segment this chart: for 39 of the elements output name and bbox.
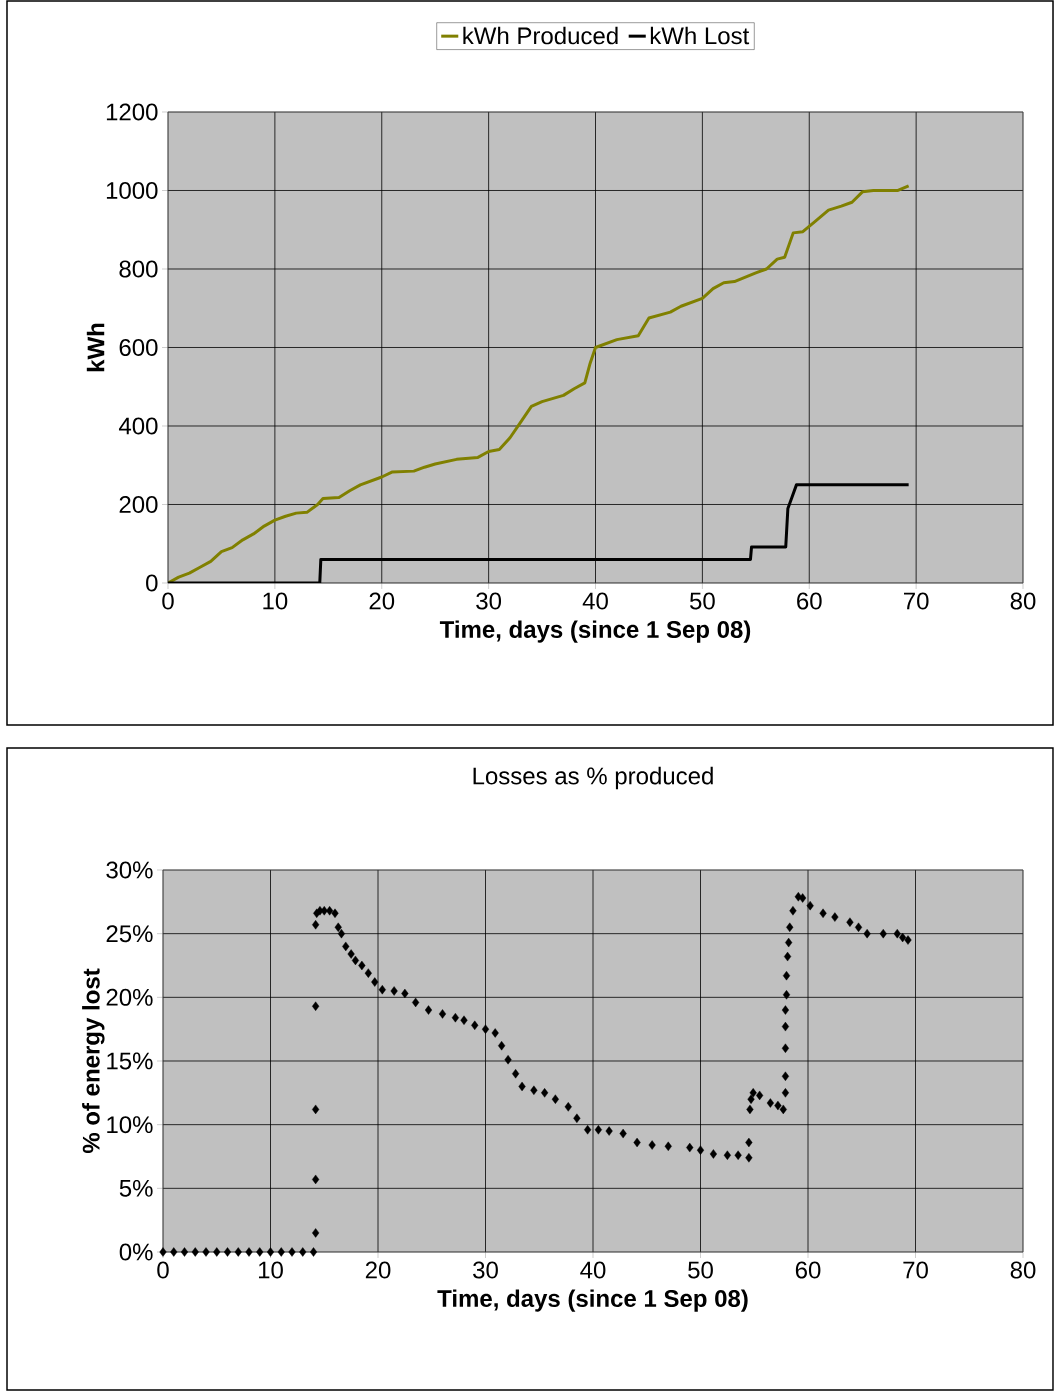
x-tick-label: 50 [689,592,715,610]
x-tick-label: 0 [157,1261,169,1279]
y-tick-label: 800 [119,260,158,278]
x-tick-label: 70 [903,1261,928,1279]
x-tick-label: 30 [473,1261,498,1279]
x-tick-label: 30 [476,592,502,610]
x-tick-label: 10 [263,592,288,610]
x-tick-label: 20 [369,592,395,610]
y-tick-label: 15% [107,1052,153,1070]
y-axis-title: % of energy lost [82,968,105,1154]
x-tick-label: 0 [162,592,174,610]
x-tick-label: 60 [795,1261,821,1279]
x-tick-label: 20 [365,1261,391,1279]
y-tick-label: 5% [119,1179,153,1197]
y-tick-label: 600 [119,339,158,356]
legend-label: kWh Lost [650,26,750,45]
x-tick-label: 50 [688,1261,713,1279]
y-tick-label: 30% [106,861,153,879]
y-tick-label: 0 [146,574,158,592]
x-axis-title: Time, days (since 1 Sep 08) [439,620,751,643]
x-tick-label: 80 [1010,1261,1036,1279]
y-tick-label: 400 [118,417,158,435]
y-tick-label: 1000 [106,182,158,199]
chart-title: Losses as % produced [473,766,713,790]
y-tick-label: 25% [106,925,153,943]
x-tick-label: 40 [582,592,608,610]
y-tick-label: 200 [119,496,158,513]
x-tick-label: 10 [258,1261,283,1279]
x-tick-label: 80 [1010,592,1036,610]
y-tick-label: 0% [119,1243,153,1261]
y-tick-label: 10% [107,1116,153,1134]
y-tick-label: 20% [106,988,153,1006]
x-tick-label: 40 [580,1261,606,1279]
y-tick-label: 1200 [106,103,158,121]
legend-label: kWh Produced [463,26,618,45]
x-tick-label: 70 [904,592,929,610]
y-axis-title: kWh [86,323,105,372]
x-axis-title: Time, days (since 1 Sep 08) [437,1289,748,1312]
x-tick-label: 60 [797,592,822,610]
